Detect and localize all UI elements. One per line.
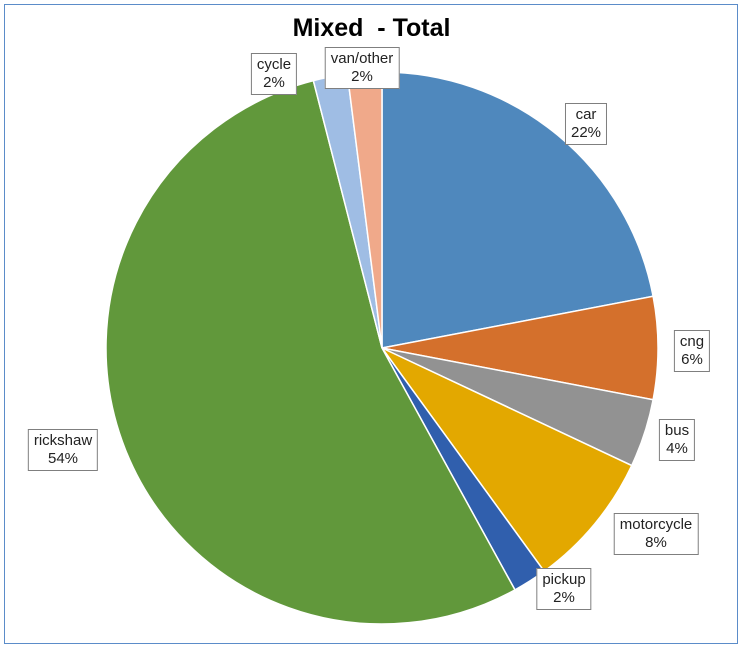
slice-label-name: cng (679, 333, 705, 350)
slice-label-value: 2% (263, 74, 285, 91)
slice-label-name: cycle (256, 56, 292, 73)
pie-slice-motorcycle (381, 347, 633, 573)
slice-label-van-other: van/other 2% (324, 47, 400, 89)
slice-label-name: rickshaw (33, 432, 93, 449)
slice-label-value: 54% (47, 450, 79, 467)
slice-label-rickshaw: rickshaw 54% (27, 429, 99, 471)
slice-label-value: 2% (553, 589, 575, 606)
slice-label-bus: bus 4% (658, 419, 696, 461)
pie-slice-car (381, 71, 654, 349)
slice-label-name: motorcycle (619, 516, 693, 533)
slice-label-name: pickup (542, 571, 586, 588)
slice-label-motorcycle: motorcycle 8% (613, 513, 699, 555)
slice-label-cng: cng 6% (673, 330, 711, 372)
slice-label-name: bus (664, 422, 690, 439)
slice-label-car: car 22% (564, 103, 608, 145)
slice-label-value: 4% (666, 440, 688, 457)
slice-label-value: 6% (681, 351, 703, 368)
slice-label-cycle: cycle 2% (250, 53, 298, 95)
slice-label-name: van/other (330, 50, 394, 67)
slice-label-name: car (575, 106, 597, 123)
pie-slice-rickshaw (105, 79, 516, 625)
slice-label-value: 8% (645, 534, 667, 551)
slice-label-pickup: pickup 2% (536, 568, 592, 610)
slice-label-value: 2% (351, 68, 373, 85)
chart-title: Mixed - Total (292, 14, 451, 42)
slice-label-value: 22% (570, 124, 602, 141)
